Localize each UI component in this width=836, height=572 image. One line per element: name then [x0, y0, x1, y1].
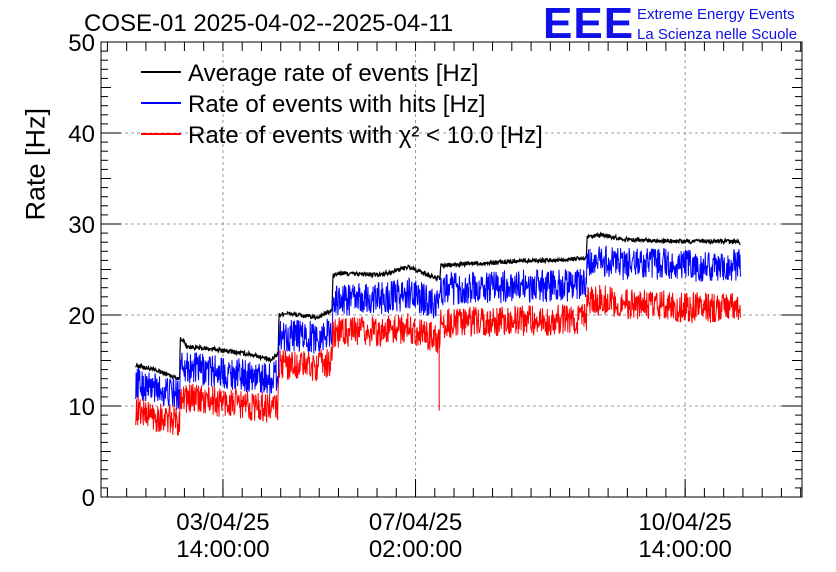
- y-tick-label: 40: [68, 121, 95, 148]
- legend-label-1: Rate of events with hits [Hz]: [188, 91, 485, 118]
- y-tick-label: 30: [68, 212, 95, 239]
- series-line-chi2: [135, 284, 741, 436]
- eee-logo: EEE: [543, 0, 635, 48]
- x-tick-label-time: 14:00:00: [176, 536, 269, 563]
- legend-label-0: Average rate of events [Hz]: [188, 60, 478, 87]
- y-tick-label: 10: [68, 394, 95, 421]
- y-tick-label: 0: [82, 485, 95, 512]
- logo-caption-line1: Extreme Energy Events: [637, 6, 795, 23]
- x-tick-label-date: 07/04/25: [369, 509, 462, 536]
- x-tick-label-time: 02:00:00: [369, 536, 462, 563]
- y-tick-label: 50: [68, 30, 95, 57]
- eee-logo-caption: Extreme Energy Events La Scienza nelle S…: [637, 5, 797, 45]
- series-line-average: [135, 231, 741, 381]
- x-tick-label-date: 03/04/25: [176, 509, 269, 536]
- legend-label-2: Rate of events with χ² < 10.0 [Hz]: [188, 122, 543, 149]
- y-tick-label: 20: [68, 303, 95, 330]
- x-tick-label-time: 14:00:00: [638, 536, 731, 563]
- series-line-hits: [135, 245, 741, 410]
- chart-title: COSE-01 2025-04-02--2025-04-11: [84, 10, 454, 37]
- x-tick-label-date: 10/04/25: [638, 509, 731, 536]
- logo-caption-line2: La Scienza nelle Scuole: [637, 26, 798, 43]
